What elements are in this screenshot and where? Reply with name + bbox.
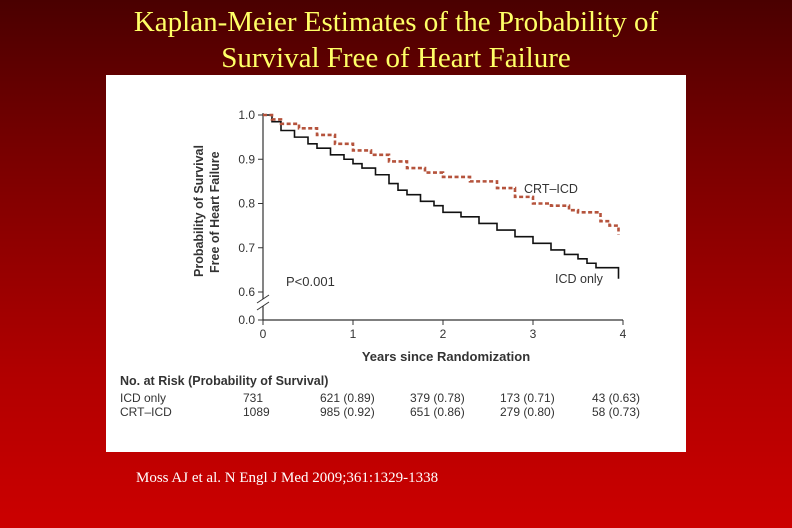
- icd-only-curve-label: ICD only: [555, 272, 604, 286]
- risk-table-cell: 279 (0.80): [500, 405, 555, 419]
- axis-break-mark-2: [256, 301, 270, 311]
- risk-table-cell: 621 (0.89): [320, 391, 375, 405]
- risk-table-cell: 985 (0.92): [320, 405, 375, 419]
- chart-ticks: 0.0 0.6 0.7 0.8 0.9 1.0 0 1 2 3 4: [238, 108, 626, 341]
- y-tick-label: 0.0: [238, 313, 255, 327]
- p-value-annotation: P<0.001: [286, 274, 335, 289]
- crt-icd-curve: [263, 113, 620, 235]
- risk-table-cell: 731: [243, 391, 263, 405]
- slide-title-line-1: Kaplan-Meier Estimates of the Probabilit…: [133, 6, 659, 38]
- risk-row-label-icd-only: ICD only: [120, 391, 166, 405]
- survival-curves: ICD only CRT–ICD: [263, 113, 620, 286]
- kaplan-meier-chart: 0.00.60.70.80.91.00 1 2 3 4 ICD onlyCRT–ICD …: [120, 108, 640, 419]
- y-tick-label: 1.0: [238, 108, 255, 122]
- slide-title: Kaplan-Meier Estimates of the Probabilit…: [0, 4, 792, 76]
- risk-table-header: No. at Risk (Probability of Survival): [120, 374, 328, 388]
- y-tick-label: 0.9: [238, 152, 255, 166]
- y-tick-label: 0.8: [238, 197, 255, 211]
- risk-table-cell: 58 (0.73): [592, 405, 640, 419]
- risk-table-cell: 43 (0.63): [592, 391, 640, 405]
- x-axis-label: Years since Randomization: [362, 349, 530, 364]
- citation: Moss AJ et al. N Engl J Med 2009;361:132…: [136, 470, 439, 486]
- x-tick-label: 0: [260, 327, 267, 341]
- figure-panel: 0.0 0.6 0.7 0.8 0.9 1.0 0 1 2 3 4 ICD only CRT–ICD …: [106, 75, 686, 452]
- chart-labels: Probability of Survival Free of Heart Fa…: [192, 145, 530, 364]
- x-tick-label: 2: [440, 327, 447, 341]
- risk-table-cell: 173 (0.71): [500, 391, 555, 405]
- y-axis-label-line-2: Free of Heart Failure: [208, 151, 222, 273]
- axis-break-mark-1: [256, 294, 270, 304]
- x-tick-label: 4: [620, 327, 627, 341]
- risk-table-cell: 379 (0.78): [410, 391, 465, 405]
- risk-table-cell: 1089: [243, 405, 270, 419]
- crt-icd-curve-label: CRT–ICD: [524, 182, 578, 196]
- risk-table: No. at Risk (Probability of Survival) ICD…: [120, 374, 640, 419]
- y-tick-label: 0.6: [238, 285, 255, 299]
- x-tick-label: 3: [530, 327, 537, 341]
- risk-row-label-crt-icd: CRT–ICD: [120, 405, 172, 419]
- risk-table-cell: 651 (0.86): [410, 405, 465, 419]
- slide-title-line-2: Survival Free of Heart Failure: [221, 42, 571, 74]
- icd-only-curve: [263, 114, 620, 279]
- y-axis-label-line-1: Probability of Survival: [192, 145, 206, 277]
- x-tick-label: 1: [350, 327, 357, 341]
- y-tick-label: 0.7: [238, 241, 255, 255]
